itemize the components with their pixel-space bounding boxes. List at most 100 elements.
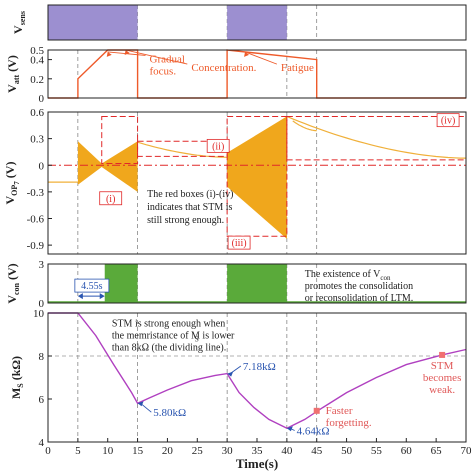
y-tick-label: 0.5 [30, 45, 44, 57]
vop7-box-label-frame [227, 235, 251, 250]
x-tick-label: 60 [401, 445, 413, 457]
ms-marker-label: Faster [326, 405, 353, 417]
ms-note-text: the memristance of M is lower [112, 330, 235, 341]
y-tick-label: 0.4 [30, 55, 44, 67]
y-tick-label: 10 [33, 308, 45, 320]
y-tick-label: 0.6 [30, 107, 44, 119]
y-tick-label: 0 [39, 298, 45, 310]
x-tick-label: 20 [162, 445, 174, 457]
y-axis-label-vatt: Vatt (V) [5, 55, 21, 93]
x-tick-label: 15 [132, 445, 144, 457]
ms-callout-arrow [140, 402, 152, 413]
vop7-box-label-frame [206, 138, 230, 153]
y-axis-label-part: (kΩ) [9, 356, 23, 383]
y-tick-label: 0.3 [30, 134, 44, 146]
vcon-note-text: or reconsolidation of LTM. [305, 293, 414, 304]
vop7-decay-line [286, 115, 466, 159]
ms-series-line [48, 312, 467, 429]
ms-marker-label: becomes [423, 372, 461, 384]
vcon-interval-label: 4.55s [81, 281, 103, 292]
y-axis-label-part: V [3, 195, 17, 204]
vop7-decay-line [292, 120, 317, 132]
vop7-box-1 [101, 115, 139, 164]
ms-marker-label: STM [431, 360, 454, 372]
panel-frame-vsens [47, 4, 467, 41]
vatt-arrowhead [244, 51, 250, 57]
x-tick-label: 45 [311, 445, 323, 457]
x-tick-label: 50 [341, 445, 353, 457]
vop7-note-text: indicates that STM is [147, 202, 232, 213]
vcon-note-sub: con [380, 274, 391, 282]
vop7-note-text: The red boxes (i)-(iv) [147, 189, 233, 200]
x-tick-label: 0 [45, 445, 51, 457]
y-axis-label-part: (V) [5, 55, 19, 75]
x-tick-label: 10 [102, 445, 114, 457]
vcon-interval-arrowhead-left [77, 293, 83, 300]
vop7-box-label-frame [99, 191, 123, 206]
x-tick-label: 65 [431, 445, 443, 457]
vop7-oscillation-area [227, 116, 287, 239]
x-axis-label: Time(s) [236, 456, 278, 471]
ms-callout-label: 7.18kΩ [243, 361, 276, 373]
vatt-annotation-text: focus. [150, 65, 177, 77]
x-tick-label: 25 [192, 445, 204, 457]
y-tick-label: 8 [39, 351, 45, 363]
vatt-annotation-arrow [125, 49, 188, 65]
vcon-pulse-region [227, 264, 287, 303]
vsens-pulse-region [227, 5, 287, 40]
y-axis-label-part: con [12, 282, 21, 295]
vatt-annotation-text: Fatigue [281, 62, 314, 74]
ms-callout-arrowhead [286, 426, 293, 432]
ms-callout-label: 5.80kΩ [153, 407, 186, 419]
vcon-note-text: The existence of Vcon [305, 269, 391, 282]
y-axis-label-part: 7 [13, 181, 21, 185]
panel-frame-ms [47, 312, 467, 443]
vsens-pulse-region [48, 5, 138, 40]
y-axis-label-vcon: Vcon (V) [5, 263, 21, 303]
vatt-arrowhead [106, 51, 112, 57]
ms-marker [313, 407, 320, 414]
ms-callout-arrowhead [137, 401, 144, 407]
y-tick-label: 0 [39, 160, 45, 172]
y-axis-label-ms: MS (kΩ) [9, 356, 25, 399]
y-axis-label-part: (V) [5, 263, 19, 283]
panel-frame-vcon [47, 263, 467, 304]
vop7-box-2 [137, 140, 228, 157]
ms-note-text: than 8kΩ (the dividing line). [112, 342, 226, 353]
y-tick-label: 4 [39, 437, 45, 449]
y-axis-label-part: V [11, 25, 25, 34]
vcon-pulse-region [104, 264, 138, 303]
y-axis-label-part: OP [10, 185, 19, 196]
y-tick-label: 6 [39, 394, 45, 406]
vop7-box-3 [226, 115, 288, 237]
ms-note-text: STM is strong enough when [112, 318, 225, 329]
y-axis-label-part: (V) [3, 162, 17, 182]
vop7-box-label: (iv) [441, 116, 455, 127]
vop7-box-label-frame [436, 113, 460, 128]
vcon-interval-label-frame [74, 278, 110, 293]
ms-note-subscript: S [195, 335, 199, 343]
vatt-annotation-arrow [244, 51, 278, 65]
vcon-interval-arrowhead-right [99, 293, 105, 300]
y-axis-label-part: att [12, 75, 21, 85]
vcon-note-text: promotes the consolidation [305, 281, 413, 292]
ms-callout-arrowhead [227, 371, 234, 377]
x-tick-label: 30 [222, 445, 234, 457]
y-tick-label: -0.3 [27, 187, 45, 199]
y-axis-label-vsens: Vsens [11, 11, 27, 34]
x-tick-label: 55 [371, 445, 383, 457]
y-axis-label-part: sens [18, 11, 27, 25]
x-tick-label: 70 [461, 445, 473, 457]
vop7-note-text: still strong enough. [147, 215, 224, 226]
x-tick-label: 40 [281, 445, 293, 457]
y-tick-label: 0 [39, 93, 45, 105]
panel-frame-vop7 [47, 111, 467, 255]
vop7-box-label: (i) [106, 194, 115, 205]
y-tick-label: 3 [39, 259, 45, 271]
ms-marker-label: forgetting. [326, 417, 372, 429]
ms-callout-label: 4.64kΩ [297, 425, 330, 437]
vatt-series-line [48, 49, 466, 99]
y-tick-label: 0.2 [30, 74, 44, 86]
panel-frame-vatt [47, 49, 467, 99]
